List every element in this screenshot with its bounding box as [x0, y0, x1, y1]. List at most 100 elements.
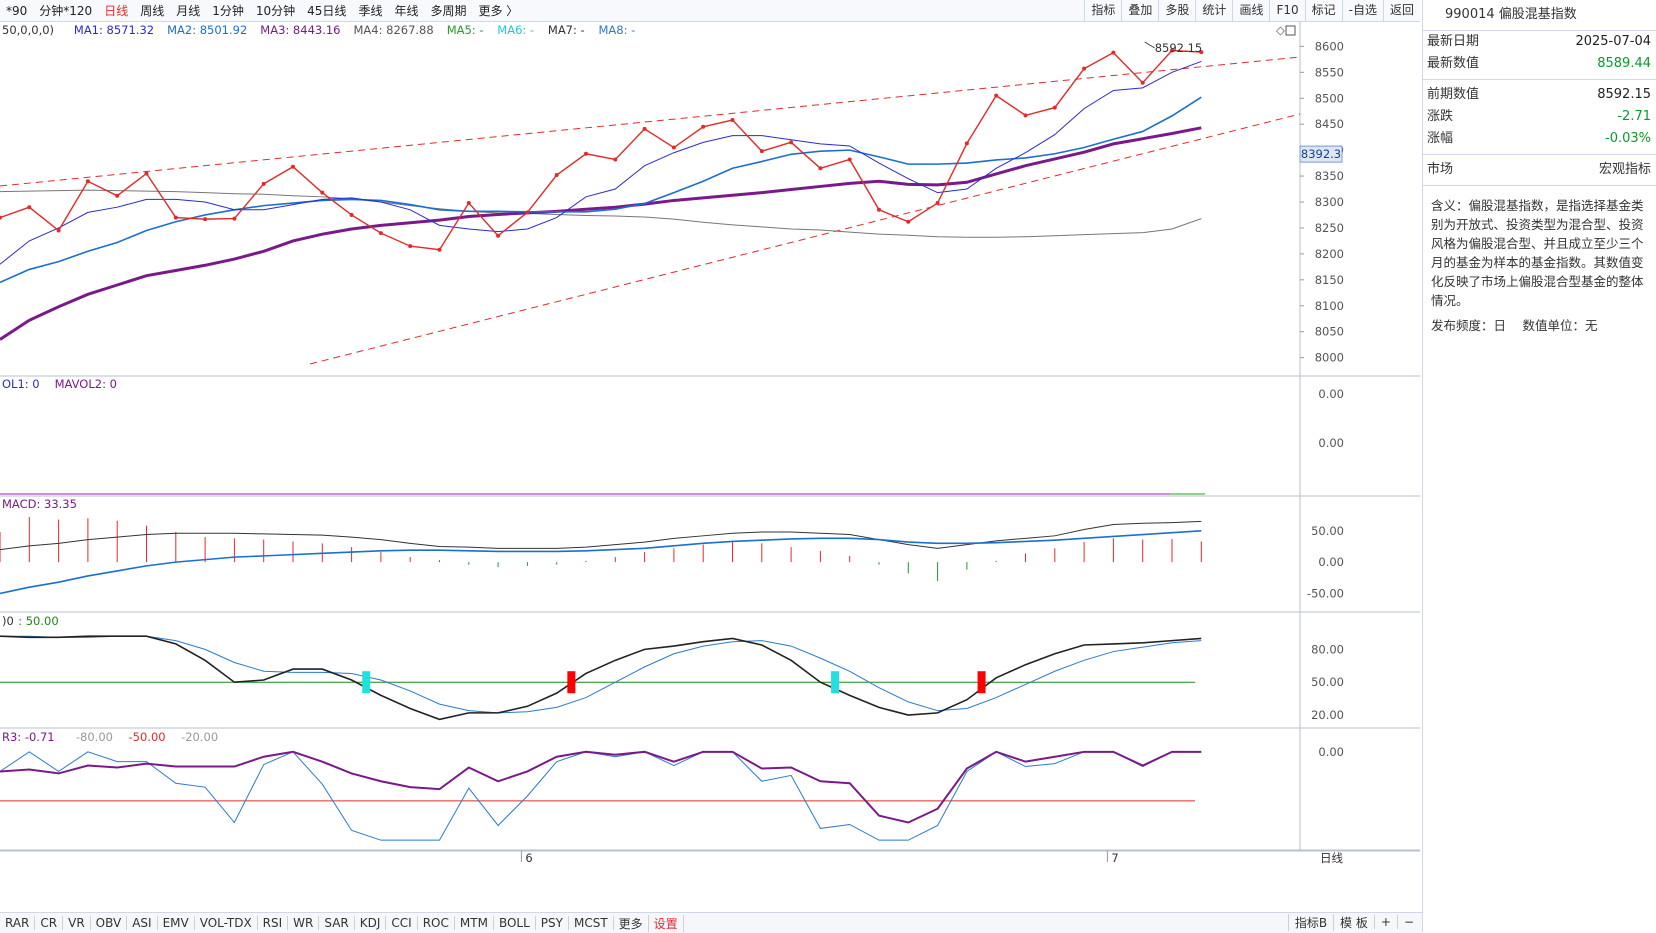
x-date-label: 7 [1111, 851, 1118, 865]
y-tick-label: 80.00 [1311, 642, 1344, 656]
kdj-line-d [0, 635, 1202, 714]
indicator-tab[interactable]: VOL-TDX [195, 916, 258, 930]
indicator-tab[interactable]: 设置 [649, 914, 684, 932]
legend-item: MA4: 8267.88 [354, 23, 434, 37]
data-point [173, 215, 178, 220]
data-point [759, 149, 764, 154]
legend-item: R3: -0.71 [2, 730, 55, 744]
legend-item: )0 [2, 614, 14, 628]
dif-line [0, 520, 1202, 551]
template-tab[interactable]: 模 板 [1333, 913, 1374, 931]
toolbar-button[interactable]: 统计 [1195, 0, 1232, 21]
data-point [994, 93, 999, 98]
period-lead[interactable]: *90 [6, 3, 28, 18]
data-point [85, 179, 90, 184]
market-label: 市场 [1427, 162, 1454, 177]
indicator-tab[interactable]: RSI [258, 916, 289, 930]
indicator-tab[interactable]: WR [288, 916, 320, 930]
toolbar-button[interactable]: 画线 [1232, 0, 1269, 21]
lower-trendline [309, 113, 1301, 365]
data-point [730, 118, 735, 123]
indicator-tab[interactable]: KDJ [355, 916, 387, 930]
legend-item: MA1: 8571.32 [74, 23, 154, 37]
y-tick-label: 8500 [1315, 91, 1344, 105]
period-tab[interactable]: 周线 [140, 4, 165, 18]
indicator-tab[interactable]: BOLL [494, 916, 536, 930]
indicator-tab[interactable]: ASI [127, 916, 158, 930]
toolbar-button[interactable]: 多股 [1158, 0, 1195, 21]
data-point [466, 201, 471, 206]
indicator-tab[interactable]: PSY [536, 916, 569, 930]
data-point [642, 126, 647, 131]
y-tick-label: 20.00 [1311, 708, 1344, 722]
template-tab[interactable]: 指标B [1287, 913, 1333, 931]
indicator-tab[interactable]: RAR [0, 916, 36, 930]
data-point [408, 244, 413, 249]
toolbar-button[interactable]: 返回 [1382, 0, 1420, 21]
period-tab[interactable]: 月线 [176, 4, 201, 18]
toolbar-button[interactable]: F10 [1269, 0, 1304, 21]
toolbar-button[interactable]: 叠加 [1121, 0, 1158, 21]
indicator-tab[interactable]: OBV [91, 916, 128, 930]
data-point [554, 173, 559, 178]
period-tab[interactable]: 日线 [104, 4, 129, 18]
indicator-tab[interactable]: SAR [319, 916, 355, 930]
info-label: 最新数值 [1427, 56, 1480, 71]
y-tick-label: 8300 [1315, 195, 1344, 209]
signal-marker [977, 671, 986, 694]
period-tab[interactable]: 更多 〉 [478, 4, 519, 18]
info-label: 前期数值 [1427, 87, 1480, 102]
toolbar-button[interactable]: 指标 [1084, 0, 1121, 21]
template-tab[interactable]: + [1373, 915, 1397, 929]
period-tab[interactable]: 1分钟 [212, 4, 244, 18]
period-tab[interactable]: 年线 [394, 4, 419, 18]
dea-line [0, 530, 1202, 595]
period-tab[interactable]: 多周期 [430, 4, 467, 18]
publish-frequency: 发布频度：日 数值单位：无 [1431, 318, 1598, 333]
toolbar-button[interactable]: 标记 [1304, 0, 1342, 21]
period-tab[interactable]: 45日线 [307, 4, 347, 18]
indicator-tab[interactable]: MCST [569, 916, 614, 930]
series-line-ma4 [0, 189, 1202, 238]
latest-values: 最新日期 2025-07-04 最新数值 8589.44 [1423, 31, 1656, 75]
indicator-tab[interactable]: MTM [455, 916, 494, 930]
period-tab[interactable]: 季线 [358, 4, 383, 18]
indicator-tab[interactable]: ROC [418, 916, 455, 930]
upper-trendline [0, 56, 1301, 187]
info-row: 最新日期 2025-07-04 [1423, 31, 1656, 53]
period-tab[interactable]: 分钟*120 [39, 4, 93, 18]
series-line-ma2 [0, 96, 1202, 284]
y-tick-label: 8250 [1315, 221, 1344, 235]
indicator-tab[interactable]: EMV [158, 916, 195, 930]
y-tick-label: 0.00 [1318, 387, 1344, 401]
data-point [261, 181, 266, 186]
info-label: 最新日期 [1427, 34, 1480, 49]
y-tick-label: 0.00 [1318, 555, 1344, 569]
period-tab[interactable]: 10分钟 [255, 4, 296, 18]
data-point [1052, 105, 1057, 110]
indicator-tab[interactable]: CR [35, 916, 64, 930]
legend-item: MA5: - [447, 23, 484, 37]
annotation-leader [1144, 41, 1155, 49]
divider [1423, 185, 1656, 186]
template-tabs: 指标B 模 板 + − [1287, 912, 1420, 932]
data-point [525, 210, 530, 215]
window-icon [1285, 25, 1296, 36]
indicator-tab[interactable]: CCI [386, 916, 418, 930]
indicator-tab[interactable]: VR [63, 916, 91, 930]
legend-item: MACD: 33.35 [2, 497, 77, 511]
data-point [701, 124, 706, 129]
data-point [964, 141, 969, 146]
template-tab[interactable]: − [1396, 915, 1420, 929]
info-row: 涨跌 -2.71 [1423, 106, 1656, 128]
diamond-icon: ◇ [1276, 23, 1285, 37]
legend-item: MAVOL2: 0 [55, 377, 117, 391]
period-label: 日线 [1320, 851, 1343, 865]
toolbar-button[interactable]: -自选 [1341, 0, 1383, 21]
price-tag: 8392.3 [1301, 147, 1341, 161]
info-row: 最新数值 8589.44 [1423, 53, 1656, 75]
indicator-tab[interactable]: 更多 [614, 914, 649, 932]
data-point [496, 233, 501, 238]
market-row: 市场 宏观指标 [1423, 159, 1656, 181]
data-point [378, 231, 383, 236]
